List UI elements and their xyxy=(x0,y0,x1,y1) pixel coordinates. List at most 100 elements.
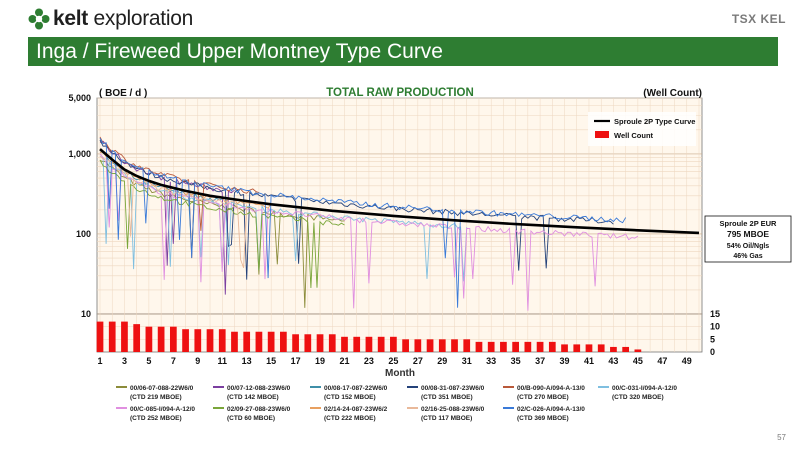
well-count-bar xyxy=(255,331,263,352)
well-count-bar xyxy=(573,344,581,352)
well-count-bar xyxy=(206,329,214,352)
x-tick-label: 11 xyxy=(217,356,227,366)
x-tick-label: 21 xyxy=(339,356,349,366)
x-tick-label: 7 xyxy=(171,356,176,366)
y2-axis-label: (Well Count) xyxy=(643,88,702,99)
legend-well-ctd: (CTD 320 MBOE) xyxy=(612,394,664,401)
well-production-line xyxy=(99,155,248,269)
legend-well-name: 00/C-085-I/094-A-12/0 xyxy=(130,406,195,413)
well-count-bar xyxy=(536,341,544,352)
y2-tick-label: 5 xyxy=(710,334,715,344)
y2-tick-label: 15 xyxy=(710,309,720,319)
y2-tick-label: 10 xyxy=(710,322,720,332)
legend-well-ctd: (CTD 351 MBOE) xyxy=(421,394,473,401)
well-count-bar xyxy=(500,341,507,352)
well-count-bar xyxy=(182,329,189,352)
x-tick-label: 17 xyxy=(291,356,301,366)
x-tick-label: 31 xyxy=(462,356,472,366)
eur-value: 795 MBOE xyxy=(727,229,769,239)
legend-type-curve-label: Sproule 2P Type Curve xyxy=(614,117,695,126)
well-production-line xyxy=(99,155,468,282)
well-count-bar xyxy=(328,334,336,352)
well-production-line xyxy=(99,137,627,308)
well-count-bar xyxy=(121,321,128,352)
well-count-bar xyxy=(451,339,458,352)
x-tick-label: 27 xyxy=(413,356,423,366)
legend-well-name: 02/14-24-087-23W6/2 xyxy=(324,406,388,413)
page-title: Inga / Fireweed Upper Montney Type Curve xyxy=(36,40,443,63)
well-count-bar xyxy=(353,336,361,352)
well-production-line xyxy=(99,151,272,209)
chart-title: TOTAL RAW PRODUCTION xyxy=(326,87,474,99)
tsx-ticker: TSX KEL xyxy=(731,12,786,26)
well-count-bar xyxy=(267,331,275,352)
legend-well-name: 00/06-07-088-22W6/0 xyxy=(130,385,194,392)
well-count-bar xyxy=(390,336,397,352)
well-count-bar xyxy=(108,321,116,352)
well-count-bar xyxy=(292,334,299,352)
legend-well-name: 00/08-31-087-23W6/0 xyxy=(421,385,485,392)
well-count-bar xyxy=(463,339,471,352)
legend-well-name: 00/C-031-I/094-A-12/0 xyxy=(612,385,677,392)
legend-well-name: 00/B-090-A/094-A-13/0 xyxy=(517,385,585,392)
x-tick-label: 29 xyxy=(437,356,447,366)
x-tick-label: 41 xyxy=(584,356,594,366)
y-tick-label: 1,000 xyxy=(68,149,91,159)
legend-well-name: 02/16-25-088-23W6/0 xyxy=(421,406,485,413)
legend-well-ctd: (CTD 219 MBOE) xyxy=(130,394,182,401)
well-count-bar xyxy=(622,346,630,352)
y2-tick-label: 0 xyxy=(710,347,715,357)
legend-well-ctd: (CTD 152 MBOE) xyxy=(324,394,376,401)
x-tick-label: 45 xyxy=(633,356,643,366)
x-axis-label: Month xyxy=(385,368,415,379)
eur-oil: 54% Oil/Ngls xyxy=(727,243,770,250)
x-tick-label: 43 xyxy=(608,356,618,366)
eur-gas: 46% Gas xyxy=(733,253,762,260)
well-count-bar xyxy=(157,326,165,352)
page-number: 57 xyxy=(777,433,786,442)
legend-well-ctd: (CTD 142 MBOE) xyxy=(227,394,279,401)
eur-title: Sproule 2P EUR xyxy=(720,219,778,228)
well-production-line xyxy=(99,159,345,289)
well-count-bar xyxy=(304,334,312,352)
legend-well-name: 02/C-026-A/094-A-13/0 xyxy=(517,406,585,413)
well-count-bar xyxy=(169,326,177,352)
x-tick-label: 13 xyxy=(242,356,252,366)
legend-well-ctd: (CTD 117 MBOE) xyxy=(421,415,472,422)
well-count-bar xyxy=(365,336,373,352)
well-count-bar xyxy=(414,339,422,352)
well-count-bar xyxy=(341,336,348,352)
well-count-bar xyxy=(133,324,141,352)
well-count-bar xyxy=(243,331,251,352)
legend-well-name: 00/08-17-087-22W6/0 xyxy=(324,385,388,392)
x-tick-label: 49 xyxy=(682,356,692,366)
legend-well-ctd: (CTD 369 MBOE) xyxy=(517,415,569,422)
well-count-bar xyxy=(426,339,434,352)
x-tick-label: 35 xyxy=(511,356,521,366)
well-count-bar xyxy=(377,336,385,352)
x-tick-label: 37 xyxy=(535,356,545,366)
well-count-bar xyxy=(561,344,568,352)
x-tick-label: 3 xyxy=(122,356,127,366)
logo-wordmark: kelt exploration xyxy=(53,7,193,30)
well-production-line xyxy=(99,153,639,311)
x-tick-label: 33 xyxy=(486,356,496,366)
well-count-bar xyxy=(585,344,593,352)
y-tick-label: 100 xyxy=(76,229,91,239)
well-count-bar xyxy=(610,346,617,352)
well-production-line xyxy=(99,139,614,280)
legend-well-ctd: (CTD 222 MBOE) xyxy=(324,415,376,422)
kelt-leaf-icon xyxy=(28,8,50,30)
well-count-bar xyxy=(218,329,226,352)
eur-box xyxy=(704,215,792,263)
x-tick-label: 1 xyxy=(97,356,102,366)
x-tick-label: 19 xyxy=(315,356,325,366)
well-count-bar xyxy=(634,349,642,352)
x-tick-label: 9 xyxy=(195,356,200,366)
legend-well-name: 02/09-27-088-23W6/0 xyxy=(227,406,291,413)
kelt-logo: kelt exploration xyxy=(28,6,193,32)
legend-well-ctd: (CTD 252 MBOE) xyxy=(130,415,182,422)
y-tick-label: 5,000 xyxy=(68,93,91,103)
well-count-bar xyxy=(402,339,409,352)
